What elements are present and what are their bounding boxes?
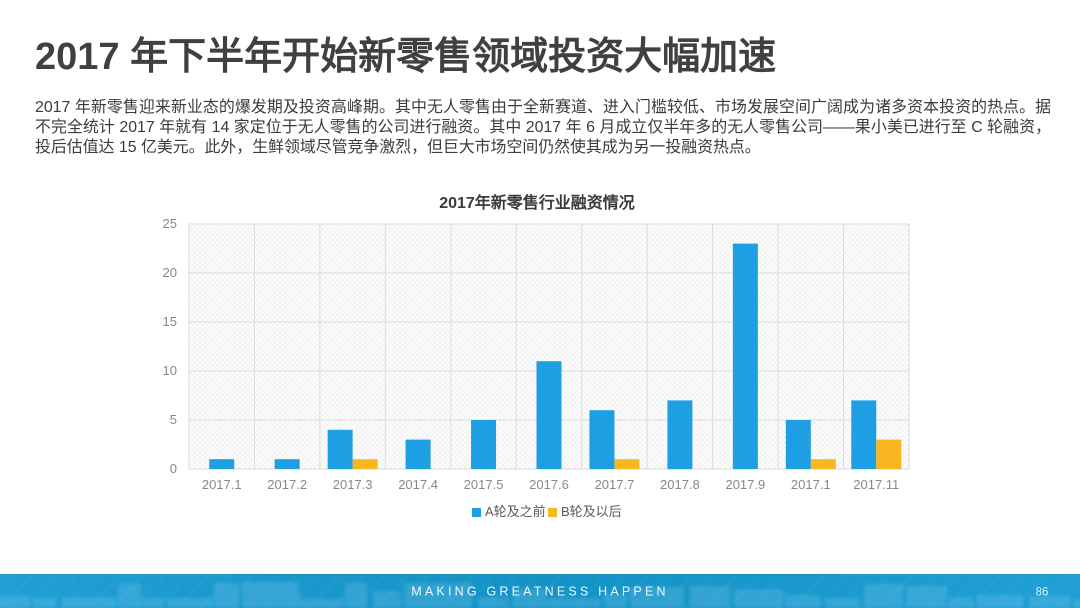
svg-text:2017.8: 2017.8	[660, 477, 700, 492]
svg-text:20: 20	[163, 265, 177, 280]
svg-text:B轮及以后: B轮及以后	[561, 504, 622, 519]
svg-text:A轮及之前: A轮及之前	[485, 504, 546, 519]
svg-text:2017.6: 2017.6	[529, 477, 569, 492]
svg-text:25: 25	[163, 216, 177, 231]
svg-text:2017.4: 2017.4	[398, 477, 438, 492]
svg-text:0: 0	[170, 461, 177, 476]
svg-text:2017.1: 2017.1	[791, 477, 831, 492]
svg-text:86: 86	[1036, 587, 1049, 599]
svg-text:2017.2: 2017.2	[267, 477, 307, 492]
svg-text:MAKING GREATNESS HAPPEN: MAKING GREATNESS HAPPEN	[411, 585, 668, 599]
svg-text:2017.9: 2017.9	[725, 477, 765, 492]
svg-text:5: 5	[170, 412, 177, 427]
svg-text:2017.11: 2017.11	[853, 477, 899, 492]
svg-text:2017年新零售行业融资情况: 2017年新零售行业融资情况	[439, 193, 635, 212]
svg-text:2017.7: 2017.7	[595, 477, 635, 492]
svg-text:2017.1: 2017.1	[202, 477, 242, 492]
svg-text:2017.3: 2017.3	[333, 477, 373, 492]
svg-text:2017.5: 2017.5	[464, 477, 504, 492]
svg-text:15: 15	[163, 314, 177, 329]
svg-text:10: 10	[163, 363, 177, 378]
